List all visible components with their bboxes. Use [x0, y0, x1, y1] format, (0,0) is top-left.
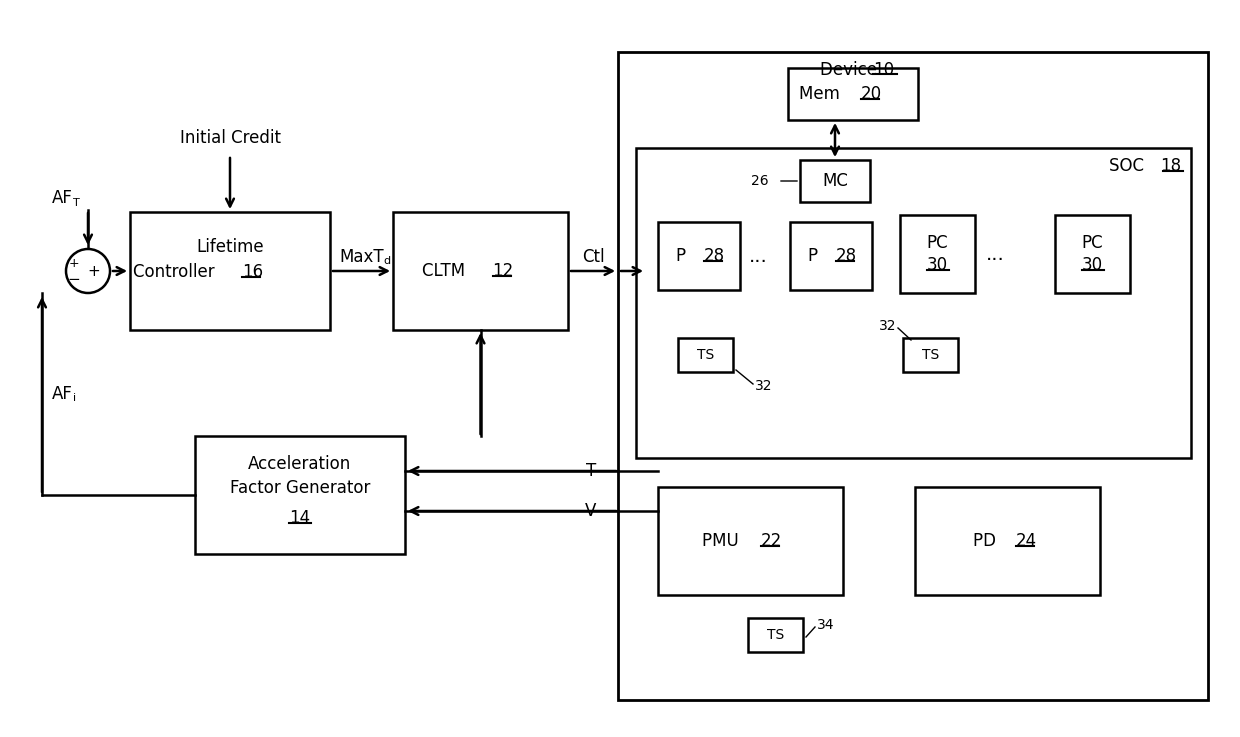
Text: i: i — [73, 393, 76, 403]
Bar — [1055, 215, 1130, 293]
Text: 30: 30 — [1083, 256, 1104, 274]
Text: AF: AF — [52, 385, 73, 403]
Text: Mem: Mem — [799, 85, 844, 103]
Text: 30: 30 — [928, 256, 949, 274]
Text: SOC: SOC — [1109, 157, 1149, 175]
Text: +: + — [88, 264, 100, 279]
Text: −: − — [68, 271, 81, 287]
Circle shape — [66, 249, 110, 293]
Bar — [915, 487, 1100, 595]
Text: CLTM: CLTM — [422, 262, 470, 280]
Bar — [748, 618, 804, 652]
Text: 16: 16 — [242, 263, 263, 281]
Bar — [636, 148, 1190, 458]
Text: 28: 28 — [836, 247, 857, 265]
Text: Ctl: Ctl — [582, 248, 604, 266]
Text: ...: ... — [986, 245, 1004, 264]
Text: P: P — [807, 247, 823, 265]
Text: 20: 20 — [861, 85, 882, 103]
Text: PMU: PMU — [703, 532, 744, 550]
Text: 12: 12 — [492, 262, 513, 280]
Text: AF: AF — [52, 189, 73, 207]
Text: Controller: Controller — [133, 263, 219, 281]
Text: TS: TS — [697, 348, 714, 362]
Text: PD: PD — [973, 532, 1002, 550]
Text: MC: MC — [822, 172, 848, 190]
Text: T: T — [585, 462, 596, 480]
Text: 34: 34 — [817, 618, 835, 632]
Text: Factor Generator: Factor Generator — [229, 479, 371, 497]
Bar — [903, 338, 959, 372]
Bar — [790, 222, 872, 290]
Bar — [618, 52, 1208, 700]
Text: T: T — [73, 198, 79, 208]
Text: 24: 24 — [1016, 532, 1037, 550]
Bar — [800, 160, 870, 202]
Text: Acceleration: Acceleration — [248, 455, 352, 473]
Text: ...: ... — [749, 246, 768, 265]
Text: 32: 32 — [755, 379, 773, 393]
Text: P: P — [676, 247, 691, 265]
Text: 32: 32 — [879, 319, 897, 333]
Text: TS: TS — [921, 348, 939, 362]
Text: 22: 22 — [760, 532, 781, 550]
Text: 14: 14 — [289, 509, 310, 527]
Bar — [678, 338, 733, 372]
Bar — [658, 487, 843, 595]
Text: 28: 28 — [704, 247, 725, 265]
Text: 26: 26 — [751, 174, 769, 188]
Text: Lifetime: Lifetime — [196, 238, 264, 256]
Text: V: V — [584, 502, 596, 520]
Text: +: + — [68, 256, 79, 270]
Bar — [787, 68, 918, 120]
Text: MaxT: MaxT — [340, 248, 384, 266]
Text: Initial Credit: Initial Credit — [180, 129, 280, 147]
Text: TS: TS — [766, 628, 784, 642]
Bar — [658, 222, 740, 290]
Text: 18: 18 — [1159, 157, 1180, 175]
Text: Device: Device — [820, 61, 882, 79]
Bar — [900, 215, 975, 293]
Text: 10: 10 — [873, 61, 894, 79]
Text: d: d — [383, 256, 391, 266]
Bar — [130, 212, 330, 330]
Bar — [195, 436, 405, 554]
Bar — [393, 212, 568, 330]
Text: PC: PC — [1081, 234, 1104, 252]
Text: PC: PC — [926, 234, 949, 252]
